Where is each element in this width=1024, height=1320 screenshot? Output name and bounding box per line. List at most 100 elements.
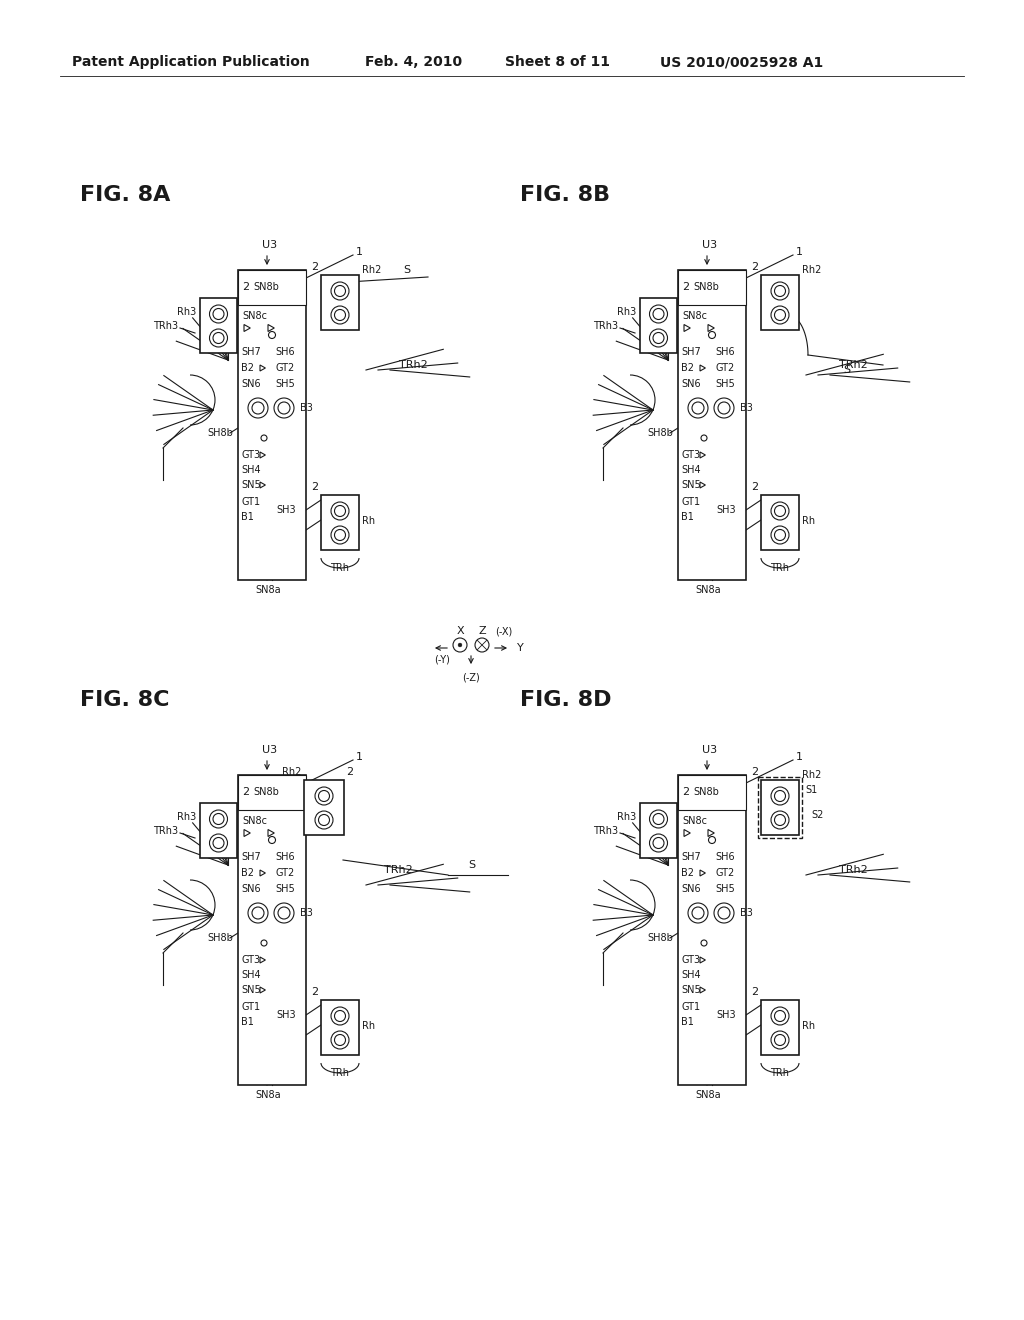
Text: TRh3: TRh3 [153,826,178,836]
Text: SH6: SH6 [715,851,734,862]
Text: S2: S2 [811,810,823,820]
Text: 1: 1 [356,247,362,257]
Text: 2: 2 [751,261,758,272]
Text: Rh3: Rh3 [177,812,196,822]
Text: SN8c: SN8c [682,816,707,826]
Text: SH3: SH3 [276,506,296,515]
Text: SN8a: SN8a [255,1090,281,1100]
Text: GT2: GT2 [715,363,734,374]
Text: 2: 2 [242,282,249,292]
Text: TRh2: TRh2 [839,865,867,875]
Text: SH5: SH5 [715,884,735,894]
Text: 1: 1 [796,247,803,257]
Text: GT3: GT3 [241,954,260,965]
Text: SN5: SN5 [241,985,261,995]
Text: SH4: SH4 [241,970,261,979]
Bar [640,803,677,858]
Text: SH6: SH6 [275,851,295,862]
Text: B2: B2 [241,363,254,374]
Bar [238,271,306,305]
Text: B3: B3 [740,403,753,413]
Bar [678,775,746,810]
Text: SH3: SH3 [716,1010,735,1020]
Text: SN6: SN6 [681,379,700,389]
Text: SH3: SH3 [716,506,735,515]
Text: 2: 2 [751,767,758,777]
Text: Rh2: Rh2 [802,265,821,275]
Text: SN8b: SN8b [693,787,719,797]
Text: SN6: SN6 [241,379,261,389]
Text: SH3: SH3 [276,1010,296,1020]
Text: X: X [456,626,464,636]
Text: Rh2: Rh2 [282,767,301,777]
Text: Rh: Rh [362,516,375,525]
Bar [761,780,799,836]
Text: SH5: SH5 [275,884,295,894]
Text: GT2: GT2 [275,363,294,374]
Text: TRh3: TRh3 [593,826,618,836]
Bar [761,275,799,330]
Text: SH4: SH4 [241,465,261,475]
Text: U3: U3 [702,744,717,755]
Text: SH8b: SH8b [647,933,673,942]
Bar [200,298,237,352]
Text: TRh: TRh [770,564,790,573]
Text: Rh: Rh [362,1020,375,1031]
Text: SH5: SH5 [275,379,295,389]
Text: (-X): (-X) [495,626,512,636]
Bar [321,495,359,550]
Bar [758,777,802,838]
Text: Rh2: Rh2 [802,770,821,780]
Bar [238,775,306,810]
Text: TRh2: TRh2 [399,360,428,370]
Text: SN8b: SN8b [253,282,279,292]
Text: SN8a: SN8a [695,1090,721,1100]
Text: 2: 2 [311,482,318,492]
Text: SH8b: SH8b [647,428,673,438]
Text: B1: B1 [241,1016,254,1027]
Text: FIG. 8B: FIG. 8B [520,185,610,205]
Bar [238,775,306,1085]
Text: TRh: TRh [331,564,349,573]
Text: SH7: SH7 [241,347,261,356]
Text: GT3: GT3 [681,954,700,965]
Text: Rh2: Rh2 [362,265,381,275]
Text: S: S [843,366,850,375]
Bar [761,495,799,550]
Text: SN5: SN5 [241,480,261,490]
Text: SH6: SH6 [715,347,734,356]
Text: B2: B2 [681,363,694,374]
Text: SN8c: SN8c [242,312,267,321]
Text: SH4: SH4 [681,970,700,979]
Text: (-Y): (-Y) [434,653,450,664]
Text: TRh: TRh [770,1068,790,1078]
Text: S1: S1 [805,785,817,795]
Text: B3: B3 [300,908,313,917]
Text: 2: 2 [751,482,758,492]
Text: SN5: SN5 [681,985,700,995]
Text: SN6: SN6 [681,884,700,894]
Circle shape [458,643,462,647]
Text: B2: B2 [681,869,694,878]
Text: Rh: Rh [802,1020,815,1031]
Text: FIG. 8C: FIG. 8C [80,690,170,710]
Text: SH7: SH7 [681,851,700,862]
Text: SN8b: SN8b [253,787,279,797]
Bar [304,780,344,836]
Bar [761,1001,799,1055]
Text: Rh3: Rh3 [616,812,636,822]
Text: SH5: SH5 [715,379,735,389]
Text: FIG. 8D: FIG. 8D [520,690,611,710]
Text: 2: 2 [311,987,318,997]
Text: US 2010/0025928 A1: US 2010/0025928 A1 [660,55,823,69]
Text: 2: 2 [346,767,353,777]
Text: GT2: GT2 [275,869,294,878]
Text: GT1: GT1 [681,498,700,507]
Text: SN8a: SN8a [695,585,721,595]
Text: B1: B1 [681,1016,694,1027]
Text: (-Z): (-Z) [462,672,480,682]
Bar [321,275,359,330]
Text: TRh3: TRh3 [593,321,618,331]
Text: GT2: GT2 [715,869,734,878]
Bar [640,298,677,352]
